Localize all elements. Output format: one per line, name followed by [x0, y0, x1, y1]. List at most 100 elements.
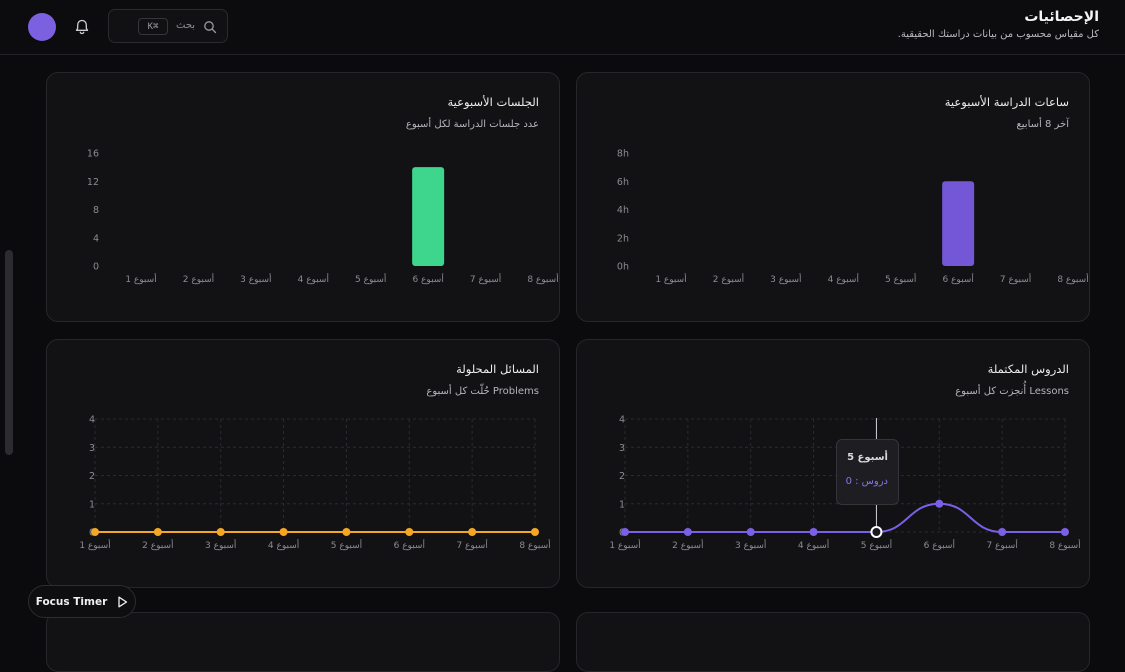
y-tick-label: 4	[93, 233, 99, 244]
bell-icon[interactable]	[72, 17, 92, 37]
y-tick-label: 8h	[617, 149, 629, 160]
data-point	[998, 528, 1007, 536]
x-tick-label: أسبوع 7	[1000, 273, 1031, 285]
data-point	[683, 528, 692, 536]
card-title: الجلسات الأسبوعية	[447, 95, 539, 109]
data-point	[279, 528, 288, 536]
y-tick-label: 2	[619, 471, 625, 482]
card-bottom-right	[576, 612, 1090, 672]
card-subtitle: آخر 8 أسابيع	[1016, 119, 1069, 130]
y-tick-label: 4h	[617, 205, 629, 216]
y-tick-label: 12	[87, 177, 99, 188]
card-problems: المسائل المحلولة Problems حُلّت كل أسبوع…	[46, 339, 560, 588]
y-tick-label: 0h	[617, 262, 629, 273]
data-point	[809, 528, 818, 536]
y-tick-label: 8	[93, 205, 99, 216]
x-tick-label: أسبوع 4	[828, 273, 859, 285]
data-point	[153, 528, 162, 536]
bar	[412, 167, 445, 266]
x-tick-label: أسبوع 6	[412, 273, 443, 285]
focus-timer-label: Focus Timer	[35, 595, 108, 608]
x-tick-label: أسبوع 4	[268, 539, 299, 551]
y-tick-label: 6h	[617, 177, 629, 188]
sessions-chart: 0 4 8 12 16 أسبوع 1 أسبوع 2 أسبوع 3 أسبوع 4 أسبوع…	[87, 149, 559, 286]
tooltip-title: أسبوع 5	[847, 452, 888, 463]
series-line	[624, 502, 1065, 533]
x-tick-label: أسبوع 4	[798, 539, 829, 551]
focus-timer-button[interactable]: Focus Timer	[28, 585, 136, 618]
x-tick-label: أسبوع 6	[924, 539, 955, 551]
data-point	[746, 528, 755, 536]
x-tick-label: أسبوع 7	[986, 539, 1017, 551]
tooltip-value: دروس : 0	[845, 476, 888, 487]
x-tick-label: أسبوع 5	[885, 273, 916, 285]
card-subtitle: عدد جلسات الدراسة لكل أسبوع	[405, 119, 539, 130]
card-lessons: الدروس المكتملة Lessons أُنجزت كل أسبوع …	[576, 339, 1090, 588]
x-tick-label: أسبوع 7	[456, 539, 487, 551]
x-tick-label: أسبوع 8	[1057, 273, 1088, 285]
y-tick-label: 0	[93, 262, 99, 273]
page-title: الإحصائيات	[1024, 9, 1099, 25]
y-tick-label: 4	[89, 415, 95, 426]
data-point	[342, 528, 351, 536]
card-subtitle: Lessons أُنجزت كل أسبوع	[955, 386, 1069, 397]
page-scrollbar[interactable]	[5, 250, 13, 455]
x-tick-label: أسبوع 6	[394, 539, 425, 551]
y-tick-label: 2	[89, 471, 95, 482]
x-tick-label: أسبوع 2	[142, 539, 173, 551]
x-tick-label: أسبوع 5	[331, 539, 362, 551]
data-point	[468, 528, 477, 536]
play-icon	[118, 596, 128, 607]
x-tick-label: أسبوع 3	[735, 539, 766, 551]
search-placeholder: بحث	[176, 20, 196, 31]
y-tick-label: 2h	[617, 233, 629, 244]
x-tick-label: أسبوع 3	[205, 539, 236, 551]
card-subtitle: Problems حُلّت كل أسبوع	[426, 386, 539, 397]
data-point	[935, 499, 944, 508]
x-tick-label: أسبوع 2	[713, 273, 744, 285]
card-study-hours: ساعات الدراسة الأسبوعية آخر 8 أسابيع 0h 2…	[576, 72, 1090, 322]
x-tick-label: أسبوع 1	[655, 273, 686, 285]
card-sessions: الجلسات الأسبوعية عدد جلسات الدراسة لكل …	[46, 72, 560, 322]
x-tick-label: أسبوع 1	[609, 539, 640, 551]
card-title: ساعات الدراسة الأسبوعية	[944, 95, 1069, 109]
avatar[interactable]	[28, 13, 56, 41]
search-shortcut: K⌘	[138, 18, 168, 35]
x-tick-label: أسبوع 7	[470, 273, 501, 285]
x-tick-label: أسبوع 1	[125, 273, 156, 285]
page-subtitle: كل مقياس محسوب من بيانات دراستك الحقيقية…	[897, 29, 1099, 40]
search-icon	[204, 21, 217, 34]
data-point	[1061, 528, 1069, 536]
x-tick-label: أسبوع 6	[942, 273, 973, 285]
data-point	[91, 528, 99, 536]
x-tick-label: أسبوع 3	[770, 273, 801, 285]
data-point	[405, 528, 414, 536]
y-tick-label: 16	[87, 149, 99, 160]
y-tick-label: 4	[619, 415, 625, 426]
data-point	[531, 528, 539, 536]
x-tick-label: أسبوع 5	[355, 273, 386, 285]
y-tick-label: 1	[89, 499, 95, 510]
active-data-point	[870, 526, 883, 538]
top-bar: الإحصائيات كل مقياس محسوب من بيانات دراس…	[0, 0, 1125, 55]
x-tick-label: أسبوع 3	[240, 273, 271, 285]
x-tick-label: أسبوع 2	[672, 539, 703, 551]
x-tick-label: أسبوع 8	[1049, 539, 1080, 551]
data-point	[621, 528, 629, 536]
data-point	[216, 528, 225, 536]
x-tick-label: أسبوع 1	[79, 539, 110, 551]
chart-tooltip: أسبوع 5 دروس : 0	[836, 439, 899, 505]
search-box[interactable]: K⌘ بحث	[108, 9, 228, 43]
study-hours-chart: 0h 2h 4h 6h 8h أسبوع 1 أسبوع 2 أسبوع 3 أسبوع 4 أس…	[617, 149, 1089, 286]
y-tick-label: 3	[619, 443, 625, 454]
x-tick-label: أسبوع 8	[519, 539, 550, 551]
card-title: المسائل المحلولة	[456, 362, 539, 376]
card-title: الدروس المكتملة	[987, 362, 1069, 376]
x-tick-label: أسبوع 8	[527, 273, 558, 285]
card-bottom-left	[46, 612, 560, 672]
bar	[942, 181, 975, 266]
x-tick-label: أسبوع 2	[183, 273, 214, 285]
x-tick-label: أسبوع 4	[298, 273, 329, 285]
